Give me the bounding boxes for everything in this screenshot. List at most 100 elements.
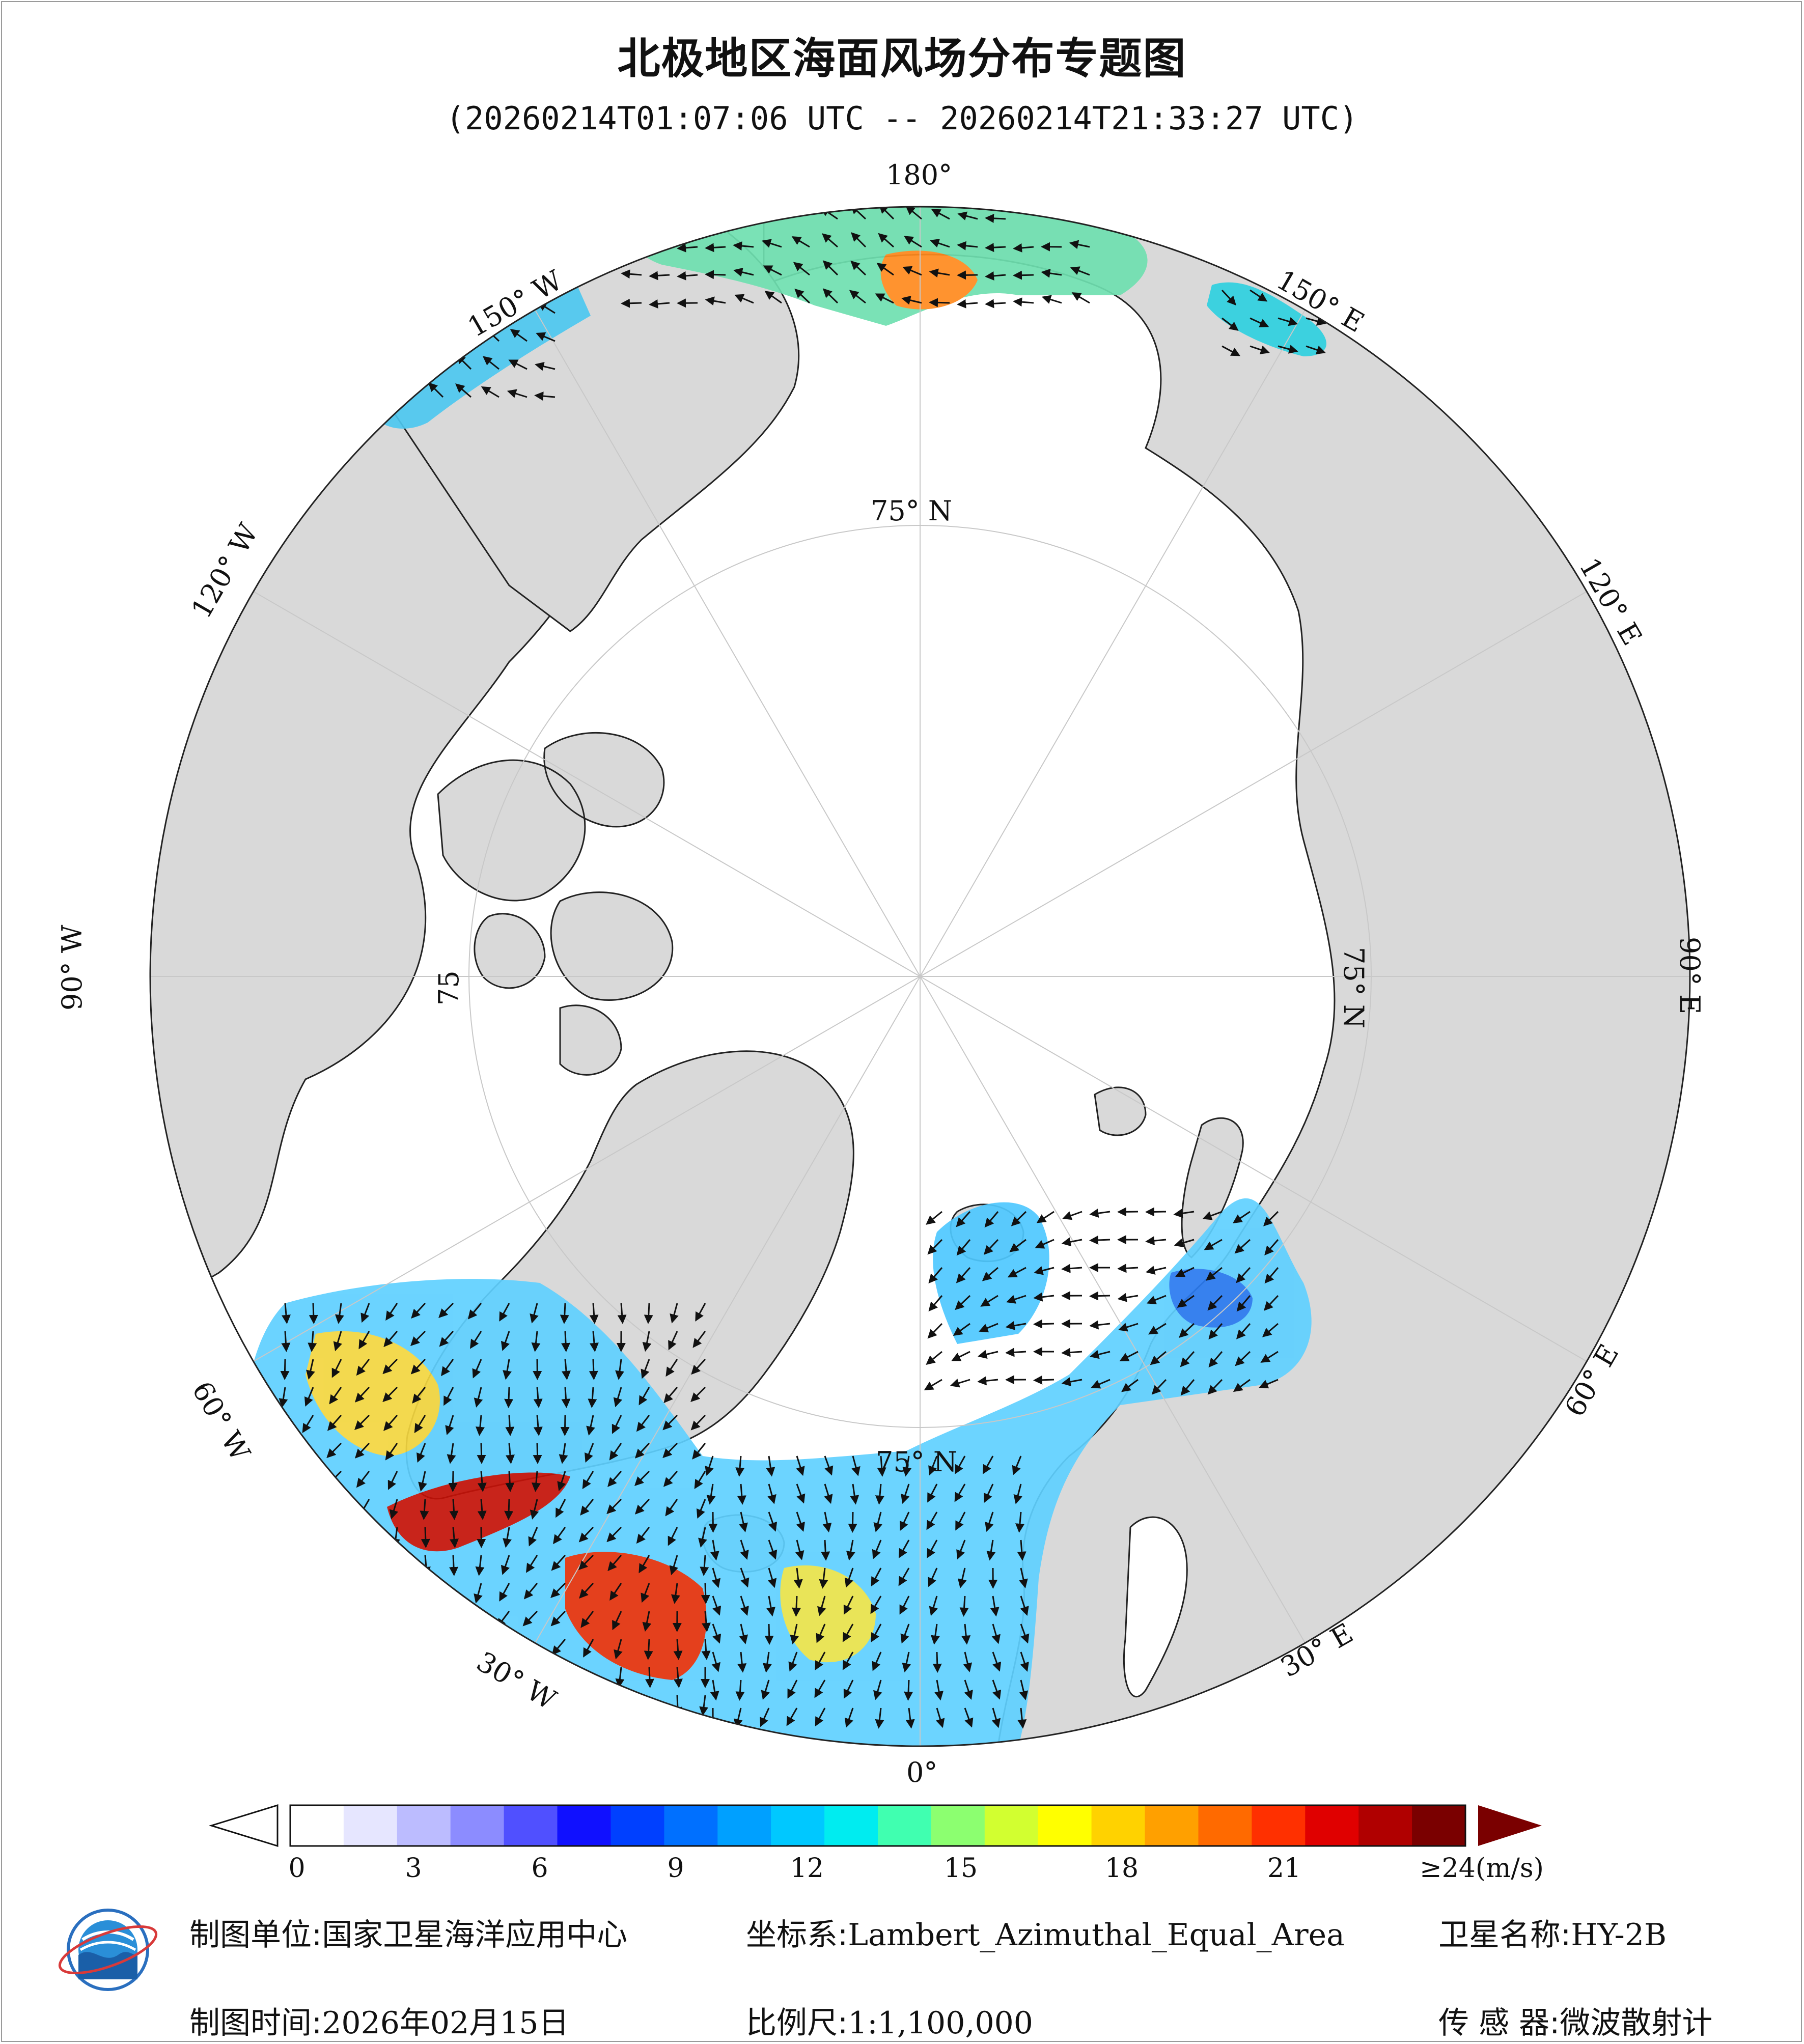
wind-arrow — [979, 1323, 998, 1333]
wind-arrow — [606, 1526, 622, 1543]
footer-time: 制图时间:2026年02月15日 — [189, 1998, 569, 2042]
footer-coord-value: Lambert_Azimuthal_Equal_Area — [848, 1917, 1345, 1953]
wind-arrow — [899, 1595, 910, 1615]
wind-arrow — [669, 1555, 678, 1576]
wind-arrow — [1260, 1351, 1279, 1363]
footer-sensor: 传 感 器:微波散射计 — [1438, 1998, 1712, 2042]
wind-arrow — [385, 1443, 398, 1461]
wind-arrow — [1033, 1292, 1054, 1302]
time-range-subtitle: (20260214T01:07:06 UTC -- 20260214T21:33… — [446, 100, 1358, 137]
wind-arrow — [963, 1651, 973, 1672]
wind-arrow — [1202, 1211, 1223, 1220]
wind-arrow — [817, 1595, 826, 1616]
wind-arrow — [1208, 1323, 1223, 1340]
colorbar-cell — [1252, 1805, 1306, 1846]
wind-arrow — [964, 1679, 973, 1700]
wind-arrow — [617, 1303, 627, 1324]
wind-arrow — [309, 1303, 318, 1324]
wind-arrow — [550, 1582, 566, 1599]
wind-arrow — [822, 233, 838, 248]
wind-arrow — [824, 1483, 833, 1504]
wind-arrow — [1069, 240, 1090, 249]
footer-coord: 坐标系:Lambert_Azimuthal_Equal_Area — [746, 1910, 1345, 1954]
wind-arrow — [739, 1511, 748, 1533]
colorbar-tick-6: 6 — [531, 1853, 548, 1884]
wind-arrow — [561, 1387, 571, 1408]
wind-arrow — [1306, 317, 1326, 326]
wind-arrow — [639, 1555, 650, 1574]
wind-arrow — [302, 1415, 314, 1433]
colorbar-cell — [343, 1805, 398, 1846]
wind-arrow — [1034, 1266, 1054, 1275]
wind-arrow — [1013, 243, 1034, 253]
wind-arrow — [982, 1267, 998, 1281]
wind-arrow — [957, 211, 978, 220]
wind-arrow — [873, 1511, 882, 1532]
wind-arrow — [335, 1303, 344, 1324]
wind-arrow — [530, 1499, 539, 1520]
wind-arrow — [873, 1679, 882, 1700]
wind-arrow — [1145, 1266, 1167, 1275]
wind-arrow — [1036, 1211, 1054, 1223]
wind-arrow — [740, 1567, 750, 1588]
wind-arrow — [389, 1499, 399, 1520]
wind-arrow — [636, 1527, 650, 1544]
wind-arrow — [986, 1539, 996, 1561]
wind-arrow — [928, 1455, 938, 1476]
wind-arrow — [428, 382, 444, 398]
wind-vector-arrows — [279, 207, 1326, 1729]
wind-arrow — [1250, 317, 1269, 327]
wind-arrow — [814, 1679, 826, 1698]
wind-arrow — [329, 1387, 342, 1405]
wind-arrow — [356, 1471, 370, 1488]
wind-arrow — [929, 268, 950, 278]
wind-arrow — [383, 1331, 398, 1348]
wind-arrow — [710, 1539, 719, 1561]
wind-arrow — [848, 1511, 857, 1533]
wind-arrow — [712, 1595, 721, 1616]
wind-arrow — [636, 1415, 650, 1432]
wind-arrow — [900, 1511, 910, 1531]
wind-arrow — [926, 1351, 942, 1365]
wind-arrow — [690, 1414, 706, 1431]
wind-arrow — [642, 1611, 652, 1632]
wind-arrow — [763, 265, 782, 276]
wind-arrow — [644, 1639, 653, 1660]
wind-arrow — [615, 1359, 624, 1380]
wind-arrow — [1090, 1350, 1111, 1359]
wind-arrow — [1278, 317, 1298, 326]
wind-arrow — [382, 1386, 398, 1403]
wind-arrow — [768, 1539, 778, 1560]
wind-arrow — [1264, 1267, 1279, 1284]
wind-arrow — [1011, 1211, 1027, 1226]
wind-arrow — [1071, 292, 1090, 304]
wind-arrow — [935, 1707, 945, 1728]
wind-arrow — [1020, 1623, 1030, 1644]
wind-arrow — [358, 1331, 370, 1350]
wind-arrow — [615, 1667, 625, 1688]
wind-arrow — [951, 1351, 970, 1361]
wind-arrow — [1264, 1239, 1279, 1255]
swath-north-atlantic — [243, 1198, 1312, 1746]
wind-arrow — [583, 1639, 594, 1658]
colorbar-tick-21: 21 — [1267, 1853, 1301, 1884]
wind-arrow — [706, 1483, 716, 1505]
footer-sensor-label: 传 感 器: — [1438, 2005, 1560, 2041]
wind-arrow — [673, 1639, 683, 1660]
wind-arrow — [982, 1455, 994, 1474]
wind-arrow — [1263, 1211, 1279, 1226]
wind-arrow — [645, 1667, 654, 1688]
wind-arrow — [481, 386, 499, 398]
wind-arrow — [556, 1499, 566, 1518]
wind-arrow — [1089, 1235, 1111, 1245]
footer-unit: 制图单位:国家卫星海洋应用中心 — [189, 1910, 627, 1954]
wind-arrow — [1061, 1237, 1083, 1247]
colorbar-cell — [1038, 1805, 1092, 1846]
wind-arrow — [533, 1387, 543, 1408]
wind-arrow — [535, 361, 556, 371]
footer-unit-label: 制图单位: — [189, 1917, 322, 1953]
wind-arrow — [876, 263, 894, 276]
wind-arrow — [956, 1539, 966, 1560]
wind-arrow — [927, 1483, 938, 1503]
wind-arrow — [501, 1555, 510, 1575]
